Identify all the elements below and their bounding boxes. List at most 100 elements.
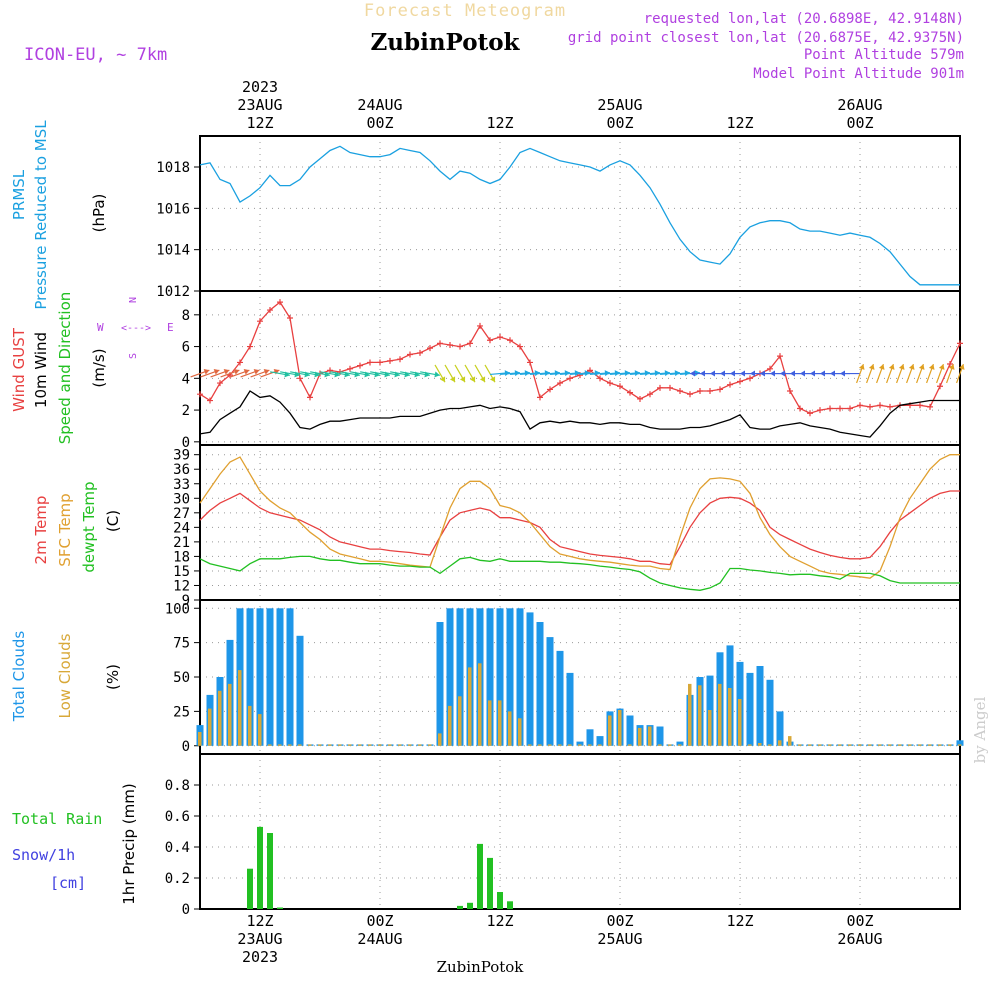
low-cloud-bar xyxy=(578,744,582,746)
low-cloud-bar xyxy=(548,744,552,746)
wind-gust-marker xyxy=(217,380,223,387)
wind-gust-marker xyxy=(877,402,883,409)
wind-gust-marker xyxy=(507,337,513,344)
wind-gust-marker xyxy=(647,391,653,398)
wind-arrow-head xyxy=(614,370,620,377)
bottom-time-label: 26AUG xyxy=(837,930,882,948)
low-cloud-bar xyxy=(498,700,502,746)
low-cloud-bar xyxy=(248,705,252,746)
panel-frame-precip xyxy=(199,753,961,910)
wind-arrow-head xyxy=(654,370,660,377)
top-time-label: 2023 xyxy=(242,78,278,96)
wind-direction-arrow xyxy=(856,363,865,384)
top-time-label: 00Z xyxy=(366,114,393,132)
wind-arrow-head xyxy=(790,370,795,377)
rain-bar xyxy=(267,833,273,909)
wind-direction-arrow xyxy=(840,370,860,377)
wind-gust-marker xyxy=(357,362,363,369)
wind-direction-arrow xyxy=(906,363,915,384)
low-cloud-bar xyxy=(748,744,752,746)
wind-direction-arrow xyxy=(454,364,466,383)
low-cloud-bar xyxy=(848,744,852,746)
low-cloud-bar xyxy=(658,744,662,746)
low-cloud-bar xyxy=(308,744,312,746)
wind-gust-marker xyxy=(277,299,283,306)
y-tick-label: 24 xyxy=(173,520,190,536)
wind-gust-label: Wind GUST xyxy=(10,327,28,412)
wind-arrow-head xyxy=(634,370,640,377)
wind-gust-marker xyxy=(327,367,333,374)
wind-direction-arrow xyxy=(489,370,511,377)
top-time-label: 26AUG xyxy=(837,96,882,114)
wind-direction-arrow xyxy=(669,370,691,377)
wind-direction-arrow xyxy=(484,364,496,383)
low-cloud-bar xyxy=(278,744,282,746)
total-cloud-bar xyxy=(446,608,454,746)
low-cloud-bar xyxy=(758,743,762,746)
wind-direction-arrow xyxy=(599,370,621,377)
wind-gust-marker xyxy=(307,394,313,401)
wind-arrow-head xyxy=(514,370,520,377)
low-cloud-bar xyxy=(338,744,342,746)
total-cloud-bar xyxy=(626,715,634,746)
wind-direction-arrow xyxy=(609,370,631,377)
wind-gust-marker xyxy=(887,403,893,410)
low-cloud-bar xyxy=(428,744,432,746)
top-time-label: 00Z xyxy=(846,114,873,132)
y-tick-label: 21 xyxy=(173,535,190,551)
wind-gust-marker xyxy=(947,361,953,368)
rain-bar xyxy=(497,892,503,909)
y-tick-label: 1014 xyxy=(156,243,190,259)
low-cloud-bar xyxy=(468,667,472,746)
wind-arrow-head xyxy=(544,370,550,377)
low-cloud-bar xyxy=(868,744,872,746)
low-cloud-bar xyxy=(478,663,482,746)
wind-arrow-head xyxy=(700,370,705,377)
wind-gust-marker xyxy=(237,359,243,366)
total-cloud-bar xyxy=(276,608,284,746)
wind-arrow-head xyxy=(938,364,945,370)
wind-arrow-head xyxy=(263,369,270,375)
y-tick-label: 6 xyxy=(182,340,190,356)
wind-gust-marker xyxy=(837,405,843,412)
low-cloud-bar xyxy=(358,744,362,746)
low-cloud-bar xyxy=(928,744,932,746)
wind-arrow-head xyxy=(830,370,835,377)
wind-arrow-head xyxy=(243,369,250,375)
model-point-altitude: Model Point Altitude 901m xyxy=(753,66,964,82)
wind-arrow-head xyxy=(534,370,540,377)
wind-arrow-head xyxy=(434,371,440,378)
wind-gust-marker xyxy=(627,389,633,396)
wind-direction-arrow xyxy=(220,369,240,378)
low-cloud-bar xyxy=(668,744,672,746)
low-cloud-bar xyxy=(638,727,642,746)
low-cloud-bar xyxy=(228,683,232,746)
wind-arrow-head xyxy=(918,364,925,370)
wind-direction-arrow xyxy=(926,363,935,384)
rain-legend-label: Total Rain xyxy=(12,810,102,828)
top-time-label: 23AUG xyxy=(237,96,282,114)
total-cloud-bar xyxy=(546,637,554,746)
bottom-time-label: 12Z xyxy=(246,912,273,930)
y-tick-label: 0.2 xyxy=(165,871,190,887)
wind-gust-marker xyxy=(287,314,293,321)
wind-gust-marker xyxy=(567,375,573,382)
low-cloud-bar xyxy=(488,700,492,746)
wind-arrow-head xyxy=(449,376,456,383)
y-tick-label: 1012 xyxy=(156,284,190,300)
panel-frame-temp xyxy=(199,444,961,601)
wind-gust-marker xyxy=(467,340,473,347)
low-cloud-bar xyxy=(648,726,652,746)
top-time-label: 24AUG xyxy=(357,96,402,114)
dewpoint-label: dewpt Temp xyxy=(80,481,98,572)
wind-direction-arrow xyxy=(866,363,875,384)
low-cloud-bar xyxy=(398,744,402,746)
rain-bar xyxy=(487,857,493,909)
meteogram-title: Forecast Meteogram xyxy=(364,1,566,21)
wind-gust-marker xyxy=(527,359,533,366)
total-cloud-bar xyxy=(746,672,754,746)
wind-arrow-head xyxy=(750,370,755,377)
wind-arrow-head xyxy=(740,370,745,377)
y-tick-label: 30 xyxy=(173,491,190,507)
wind-arrow-head xyxy=(878,364,885,370)
